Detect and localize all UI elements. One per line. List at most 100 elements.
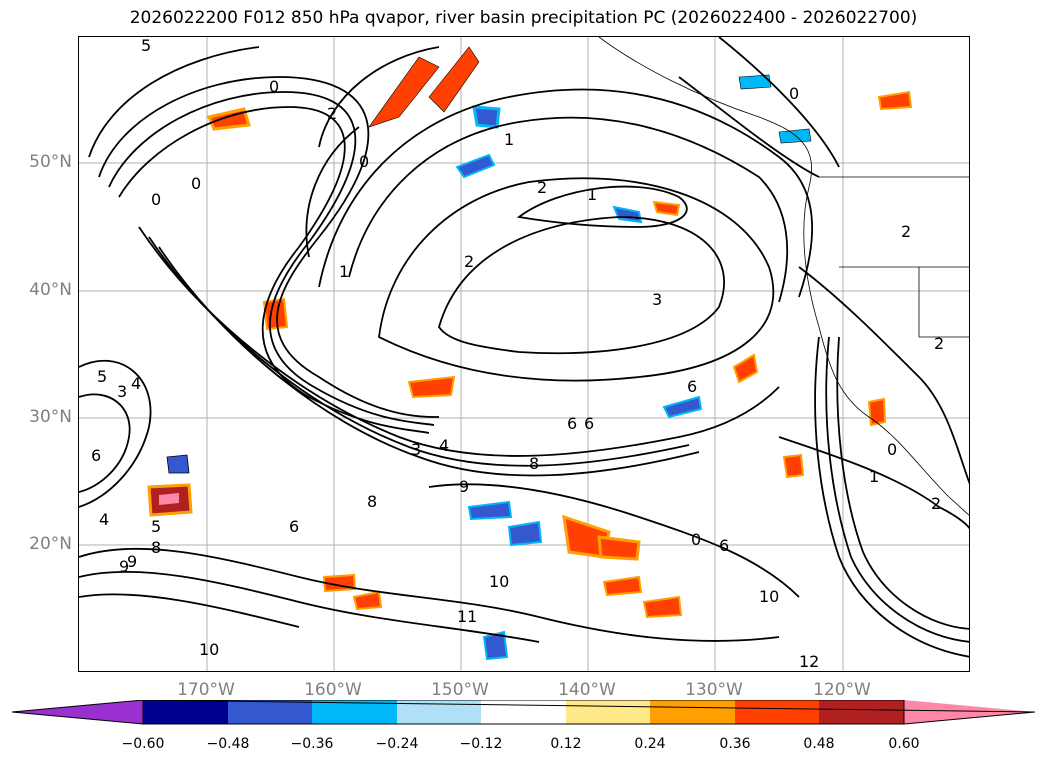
contour-label: 0 (269, 77, 279, 96)
contour-line (79, 570, 540, 643)
contour-label: 9 (127, 552, 137, 571)
colorbar-tick-label: 0.36 (719, 736, 751, 752)
contour-label: 5 (151, 517, 161, 536)
contour-line (438, 216, 725, 355)
colorbar-tick-label: 0.24 (634, 736, 666, 752)
contour-label: 1 (339, 262, 349, 281)
contour-line (814, 336, 969, 658)
contour-label-group: 5 0 2 0 1 0 0 2 1 2 3 3 1 4 6 8 6 5 3 4 … (91, 37, 944, 671)
contour-label: 6 (584, 414, 594, 433)
lon-label-160w: 160°W (304, 680, 362, 700)
contour-line (825, 336, 969, 643)
contour-label: 4 (99, 510, 109, 529)
lon-label-140w: 140°W (558, 680, 616, 700)
contour-label: 0 (887, 440, 897, 459)
lat-label-30n: 30°N (29, 407, 72, 427)
shade-negative (612, 205, 643, 224)
contour-label: 6 (289, 517, 299, 536)
contour-label: 9 (119, 557, 129, 576)
contour-line (305, 126, 360, 258)
contour-line (98, 76, 440, 418)
contour-line (516, 185, 688, 228)
shade-light-negative (778, 128, 812, 144)
contour-label: 0 (191, 174, 201, 193)
contour-line (88, 46, 260, 158)
contour-line (79, 593, 300, 628)
colorbar-swatch (312, 700, 397, 724)
shade-positive (782, 453, 805, 479)
contour-label: 2 (934, 334, 944, 353)
map-canvas: 5 0 2 0 1 0 0 2 1 2 3 3 1 4 6 8 6 5 3 4 … (79, 37, 969, 671)
contour-line (79, 359, 152, 508)
shade-positive (352, 590, 383, 611)
lon-label-130w: 130°W (685, 680, 743, 700)
graticule (79, 37, 969, 671)
contour-line (79, 547, 780, 642)
shade-negative (467, 500, 513, 521)
colorbar-swatch (228, 700, 312, 724)
contour-line (836, 336, 969, 630)
contour-line (318, 46, 440, 148)
contour-label: 3 (652, 290, 662, 309)
colorbar-swatch (819, 700, 904, 724)
colorbar-outline (11, 700, 1036, 725)
colorbar-swatch (143, 700, 228, 724)
contour-line (798, 266, 969, 485)
colorbar-tick-label: −0.48 (206, 736, 250, 752)
lon-label-120w: 120°W (813, 680, 871, 700)
contour-label: 10 (199, 640, 219, 659)
contour-line (79, 393, 131, 493)
coastline (598, 37, 969, 516)
map-panel: 5 0 2 0 1 0 0 2 1 2 3 3 1 4 6 8 6 5 3 4 … (78, 36, 970, 672)
colorbar-frame (142, 700, 905, 725)
colorbar-tick-label: 0.12 (550, 736, 582, 752)
contour-label: 8 (529, 454, 539, 473)
contour-label: 6 (567, 414, 577, 433)
shade-negative (166, 454, 190, 474)
contour-label: 5 (141, 37, 151, 55)
colorbar-tick-label: −0.60 (121, 736, 165, 752)
qvapor-contours (79, 37, 969, 658)
contour-label: 3 (117, 382, 127, 401)
lon-label-170w: 170°W (177, 680, 235, 700)
shade-positive (602, 575, 643, 597)
lat-label-40n: 40°N (29, 280, 72, 300)
contour-label: 11 (457, 607, 477, 626)
border-line (918, 267, 969, 338)
shade-positive (867, 397, 887, 427)
colorbar-swatch (735, 700, 819, 724)
contour-line (118, 106, 430, 434)
contour-label: 3 (411, 440, 421, 459)
contour-line (318, 88, 813, 298)
contour-label: 1 (869, 467, 879, 486)
contour-label: 0 (789, 84, 799, 103)
colorbar-extend-high (904, 700, 1035, 724)
colorbar (11, 700, 1036, 725)
colorbar-tick-label: 0.48 (803, 736, 835, 752)
contour-line (158, 246, 700, 477)
contour-line (378, 177, 775, 382)
contour-label: 0 (359, 152, 369, 171)
colorbar-tick-label: −0.24 (375, 736, 419, 752)
shade-positive (597, 535, 641, 561)
colorbar-swatch (481, 700, 566, 724)
lat-label-50n: 50°N (29, 152, 72, 172)
contour-line (138, 226, 780, 457)
shade-positive (368, 56, 440, 128)
contour-label: 5 (97, 367, 107, 386)
contour-label: 2 (901, 222, 911, 241)
contour-label: 2 (537, 178, 547, 197)
colorbar-tick-label: −0.36 (290, 736, 334, 752)
colorbar-extend-low (12, 700, 143, 724)
contour-label: 12 (799, 652, 819, 671)
contour-line (428, 483, 800, 598)
shade-strongest-positive (159, 493, 179, 505)
lon-label-150w: 150°W (431, 680, 489, 700)
shade-negative (482, 630, 509, 661)
shade-positive (642, 595, 683, 619)
shade-negative (472, 105, 501, 129)
contour-label: 2 (327, 104, 337, 123)
colorbar-swatch (650, 700, 735, 724)
lat-label-20n: 20°N (29, 534, 72, 554)
contour-line (718, 37, 840, 168)
